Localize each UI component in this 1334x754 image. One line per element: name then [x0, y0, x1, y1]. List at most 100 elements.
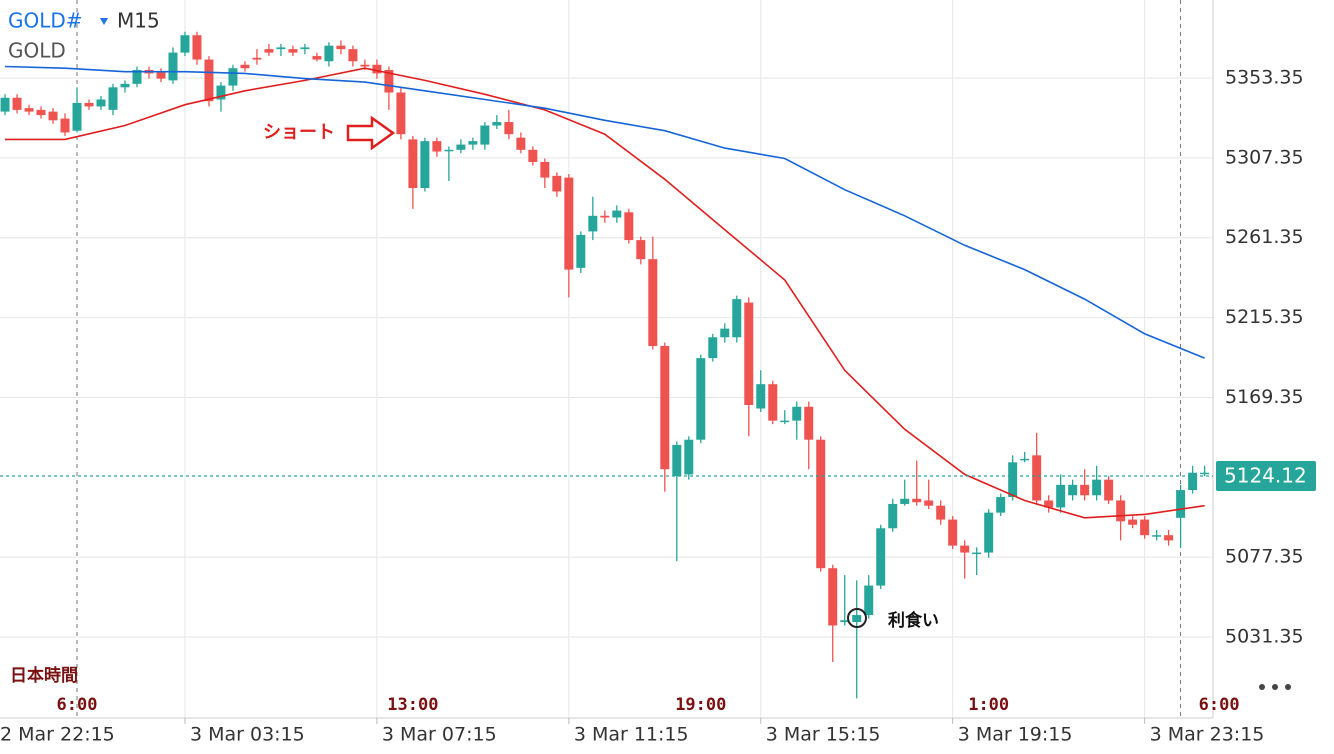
- candle-body: [276, 47, 286, 50]
- moving-average: [4, 65, 1205, 359]
- candle-body: [60, 118, 70, 133]
- y-tick-label: 5261.35: [1225, 226, 1304, 248]
- candle-body: [1068, 484, 1078, 496]
- candle-body: [132, 69, 142, 84]
- candle-body: [480, 125, 490, 145]
- candle-body: [408, 139, 418, 189]
- candle-body: [48, 111, 58, 121]
- candle-body: [168, 52, 178, 81]
- candle-body: [756, 384, 766, 409]
- more-menu[interactable]: [1259, 684, 1291, 690]
- candle-body: [708, 337, 718, 359]
- candle-body: [312, 56, 322, 60]
- candle-body: [1056, 484, 1066, 508]
- candle-body: [600, 215, 610, 218]
- y-tick-label: 5169.35: [1225, 386, 1304, 408]
- candle-body: [648, 259, 658, 346]
- candle-body: [348, 49, 358, 62]
- candle-body: [972, 552, 982, 555]
- timeframe[interactable]: M15: [117, 9, 160, 33]
- x-tick-label: 2 Mar 22:15: [0, 724, 115, 746]
- candle-body: [1092, 479, 1102, 496]
- candle-body: [336, 45, 346, 50]
- candle-body: [1008, 462, 1018, 498]
- candle-body: [696, 358, 706, 440]
- timezone-label: 日本時間: [10, 665, 78, 686]
- candle-body: [456, 144, 466, 150]
- candle-body: [1104, 479, 1114, 501]
- x-tick-label: 3 Mar 19:15: [958, 724, 1073, 746]
- candle-body: [24, 108, 34, 112]
- y-tick-label: 5077.35: [1225, 546, 1304, 568]
- short-arrow: [346, 115, 396, 151]
- candle-body: [780, 420, 790, 423]
- candle-body: [528, 149, 538, 162]
- candle-body: [360, 64, 370, 67]
- candle-body: [876, 528, 886, 586]
- candle-body: [936, 505, 946, 520]
- candle-body: [432, 141, 442, 152]
- x-tick-label: 3 Mar 11:15: [574, 724, 689, 746]
- candle-body: [636, 240, 646, 260]
- candle-body: [264, 49, 274, 53]
- candle-body: [684, 439, 694, 475]
- candle-body: [1188, 472, 1198, 491]
- candle-body: [564, 177, 574, 270]
- candle-body: [732, 299, 742, 338]
- candle-body: [852, 615, 862, 623]
- candle-body: [1020, 458, 1030, 461]
- candle-body: [228, 68, 238, 86]
- candle-body: [72, 102, 82, 131]
- candle-body: [156, 71, 166, 79]
- candle-body: [1080, 484, 1090, 496]
- candle-body: [384, 69, 394, 93]
- candle-body: [888, 503, 898, 529]
- candle-body: [180, 35, 190, 53]
- candle-body: [816, 439, 826, 569]
- candle-body: [492, 122, 502, 126]
- symbol-dropdown[interactable]: [100, 18, 108, 25]
- candle-body: [744, 302, 754, 406]
- short-label: ショート: [263, 122, 335, 143]
- plot: [0, 31, 1210, 699]
- candle-body: [1200, 472, 1210, 475]
- y-tick-label: 5307.35: [1225, 146, 1304, 168]
- candle-body: [240, 64, 250, 69]
- candle-body: [552, 175, 562, 192]
- candle-body: [960, 545, 970, 553]
- candle-body: [984, 512, 994, 553]
- y-tick-label: 5215.35: [1225, 306, 1304, 328]
- y-tick-label: 5031.35: [1225, 626, 1304, 648]
- moving-average: [5, 67, 1205, 519]
- candle-body: [768, 384, 778, 421]
- candle-body: [912, 498, 922, 503]
- candle-body: [84, 102, 94, 107]
- y-tick-label: 5353.35: [1225, 67, 1304, 89]
- candle-body: [324, 45, 334, 62]
- candle-body: [1116, 500, 1126, 522]
- candle-body: [588, 215, 598, 232]
- candle-body: [12, 97, 22, 110]
- candle-body: [828, 568, 838, 626]
- current-price-label: 5124.12: [1224, 463, 1307, 487]
- candle-body: [804, 406, 814, 440]
- x-tick-label: 3 Mar 15:15: [766, 724, 881, 746]
- symbol[interactable]: GOLD#: [8, 9, 83, 33]
- candle-body: [288, 49, 298, 53]
- candle-body: [444, 149, 454, 152]
- candle-body: [720, 328, 730, 338]
- jst-tick-label: 13:00: [387, 695, 438, 715]
- candle-body: [576, 234, 586, 268]
- candle-body: [900, 498, 910, 504]
- candle-body: [1164, 535, 1174, 541]
- x-tick-label: 3 Mar 07:15: [382, 724, 497, 746]
- candle-body: [216, 85, 226, 100]
- candle-body: [792, 406, 802, 421]
- candle-body: [0, 97, 10, 112]
- candle-body: [204, 59, 214, 102]
- candle-body: [660, 345, 670, 470]
- candle-body: [1176, 490, 1186, 518]
- candle-body: [672, 444, 682, 477]
- candle-body: [540, 161, 550, 178]
